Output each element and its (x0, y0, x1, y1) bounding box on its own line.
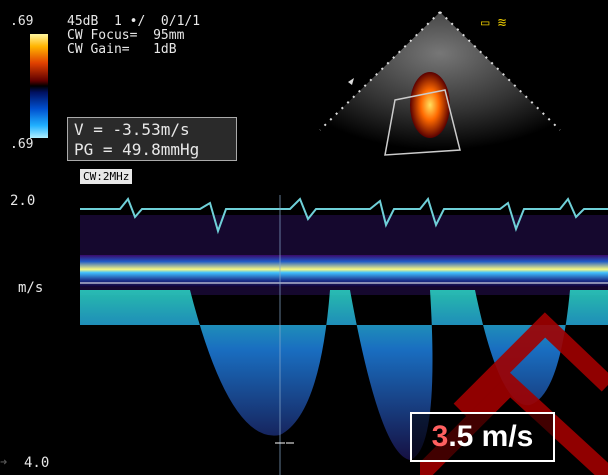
velocity-scale-bottom: 4.0 (24, 455, 50, 471)
colorbar-bottom-value: .69 (10, 137, 34, 152)
imaging-params-line1: 45dB 1 •/ 0/1/1 (67, 14, 201, 29)
velocity-scale-top: 2.0 (10, 193, 36, 209)
top-right-icons: ▭ ≋ (481, 15, 506, 31)
velocity-readout: V = -3.53m/s (74, 120, 190, 139)
cw-focus-param: CW Focus= 95mm (67, 28, 185, 43)
arrow-icon: ➜ (0, 455, 8, 469)
velocity-annotation-rest: .5 m/s (448, 420, 534, 453)
velocity-annotation: 3.5 m/s (410, 412, 555, 462)
velocity-annotation-highlight: 3 (431, 420, 449, 453)
ecg-trace (80, 196, 608, 235)
color-velocity-scale (30, 34, 48, 138)
echo-sector-image (319, 11, 561, 156)
velocity-unit-label: m/s (18, 280, 44, 296)
measurement-readout: V = -3.53m/s PG = 49.8mmHg (67, 117, 237, 161)
doppler-envelope (80, 290, 608, 460)
colorbar-top-value: .69 (10, 14, 34, 29)
cw-gain-param: CW Gain= 1dB (67, 42, 177, 57)
baseline-band (80, 255, 608, 287)
color-flow-jet (410, 72, 450, 138)
cw-mode-tag: CW:2MHz (80, 169, 133, 184)
spectral-doppler-display (80, 195, 608, 475)
sector-marker-icon (348, 78, 354, 85)
color-roi-box (384, 89, 461, 156)
probe-icon: ▭ (481, 15, 490, 31)
pressure-gradient-readout: PG = 49.8mmHg (74, 140, 200, 159)
wave-icon: ≋ (497, 15, 507, 31)
